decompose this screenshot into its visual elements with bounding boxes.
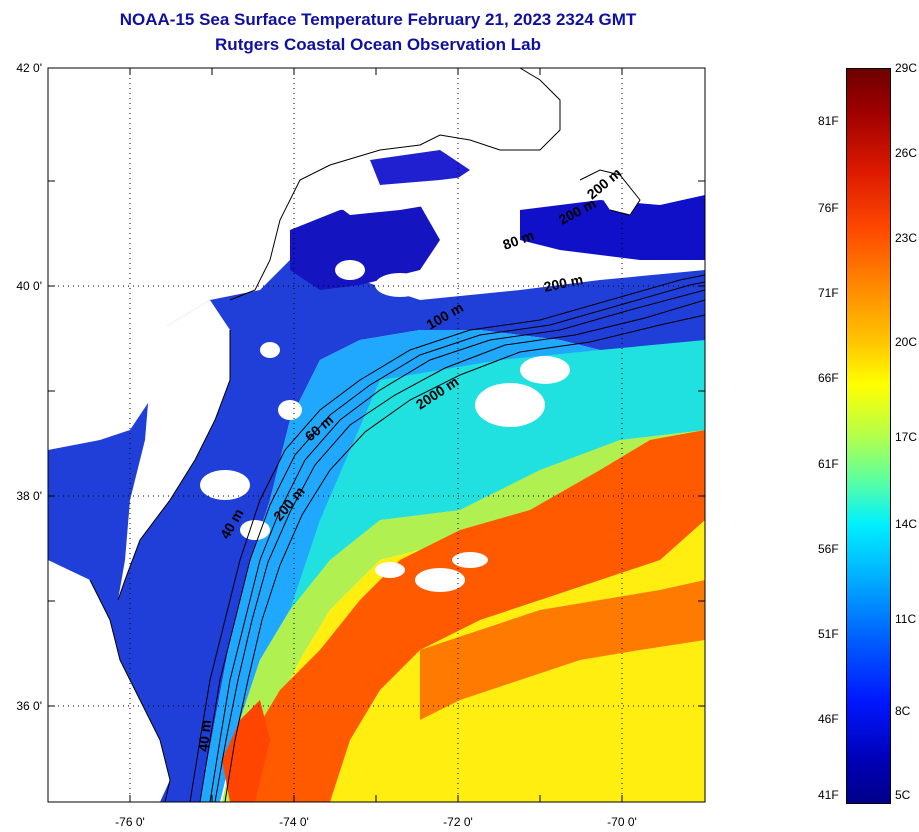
colorbar-celsius-label: 14C — [895, 516, 918, 531]
map-subtitle: Rutgers Coastal Ocean Observation Lab — [215, 35, 541, 54]
axis-ticks — [47, 67, 706, 803]
colorbar-celsius-label: 5C — [895, 787, 911, 802]
colorbar-fahrenheit-label: 81F — [818, 113, 839, 128]
y-tick-label: 36 0' — [16, 699, 42, 713]
delmarva-peninsula — [118, 300, 230, 600]
y-tick-label: 42 0' — [16, 61, 42, 75]
colorbar-fahrenheit-label: 61F — [818, 456, 839, 471]
x-tick-label: -76 0' — [115, 815, 145, 829]
x-tick-label: -70 0' — [607, 815, 637, 829]
colorbar-celsius-label: 29C — [895, 61, 918, 75]
colorbar-fahrenheit-label: 41F — [818, 787, 839, 802]
coastal-warm-strip — [222, 700, 270, 802]
y-tick-label: 40 0' — [16, 279, 42, 293]
colorbar-fahrenheit-label: 71F — [818, 286, 839, 301]
cyan-band — [290, 340, 705, 610]
colorbar-celsius-label: 8C — [895, 703, 911, 718]
colorbar-celsius-label: 11C — [895, 612, 917, 627]
colorbar-fahrenheit-label: 76F — [818, 201, 839, 216]
colorbar-fahrenheit-label: 66F — [818, 371, 839, 386]
colorbar-celsius-label: 23C — [895, 231, 918, 246]
colorbar-fahrenheit-label: 56F — [818, 541, 839, 556]
shelf-patch-north — [290, 205, 440, 290]
x-tick-label: -74 0' — [279, 815, 309, 829]
colorbar-celsius-label: 20C — [895, 334, 918, 349]
colorbar-fahrenheit-label: 46F — [818, 712, 839, 727]
sst-field: 100 m 2000 m 60 m 200 m 40 m 200 m 80 m … — [48, 68, 705, 802]
carolina-coast — [48, 560, 170, 802]
x-tick-label: -72 0' — [443, 815, 473, 829]
gulf-of-maine-water — [520, 195, 705, 260]
new-england-land — [520, 68, 690, 195]
long-island — [330, 175, 500, 215]
colorbar-celsius-label: 17C — [895, 430, 918, 445]
colorbar-fahrenheit-label: 51F — [818, 626, 839, 641]
contour-label: 40 m — [195, 719, 214, 752]
gulf-stream-meander — [420, 580, 705, 720]
land-mass — [48, 68, 560, 450]
coastline — [89, 68, 641, 802]
colorbar-celsius-label: 26C — [895, 146, 918, 161]
temperature-colorbar — [846, 68, 891, 804]
bathymetry-contours — [189, 274, 705, 802]
gulf-stream-core — [235, 430, 705, 802]
y-tick-label: 38 0' — [16, 489, 42, 503]
map-title: NOAA-15 Sea Surface Temperature February… — [119, 10, 637, 29]
